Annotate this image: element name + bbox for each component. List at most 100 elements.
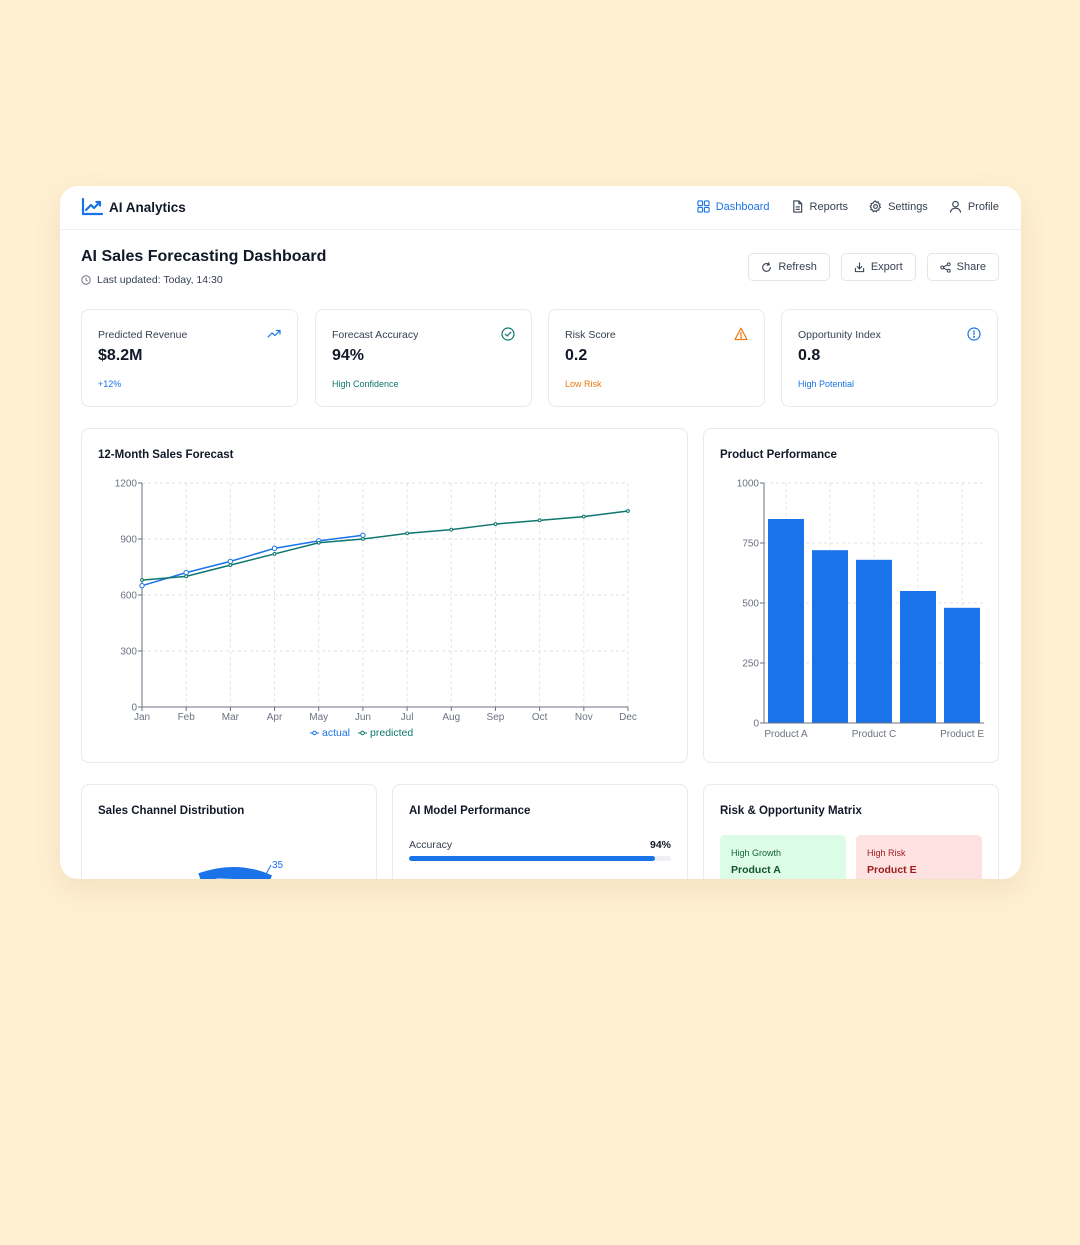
matrix-cell-tag: High Growth [731, 848, 782, 858]
legend-label-predicted: predicted [370, 727, 413, 739]
stat-subtext: +12% [98, 379, 122, 389]
x-tick-label: Sep [487, 712, 505, 723]
check-circle-icon [501, 327, 515, 341]
stat-value: 0.2 [565, 347, 588, 364]
refresh-icon [762, 261, 772, 272]
stat-subtext: Low Risk [565, 379, 602, 389]
download-icon [854, 261, 865, 272]
x-tick-label: Mar [222, 712, 240, 723]
stat-card-predicted-revenue: Predicted Revenue $8.2M +12% [81, 309, 298, 407]
stat-label: Risk Score [565, 329, 616, 341]
forecast-chart: 0 300 600 900 1200 Jan Feb Mar Apr May Jun Jul Aug Se… [115, 479, 637, 740]
x-tick-label: Dec [619, 712, 637, 723]
y-tick-label: 0 [131, 703, 137, 714]
pie-label-line [264, 864, 272, 877]
stat-label: Opportunity Index [798, 329, 881, 341]
channel-card: Sales Channel Distribution 35 [81, 784, 377, 879]
clock-icon [81, 275, 91, 285]
y-tick-label: 300 [120, 647, 137, 658]
x-tick-label: Oct [532, 712, 548, 723]
model-row-label: Accuracy [409, 839, 453, 851]
matrix-cell-high-growth[interactable]: High Growth Product A [720, 835, 846, 879]
data-point-actual [360, 532, 366, 538]
data-point-predicted [316, 540, 321, 545]
data-point-predicted [184, 574, 189, 579]
x-tick-label: Jun [355, 712, 371, 723]
stat-label: Predicted Revenue [98, 329, 188, 341]
y-tick-label: 0 [753, 719, 759, 730]
stat-subtext: High Confidence [332, 379, 399, 389]
refresh-label: Refresh [778, 261, 817, 273]
model-row-value: 94% [649, 839, 671, 851]
nav-dashboard[interactable]: Dashboard [697, 200, 770, 213]
matrix-cell-product: Product E [867, 864, 917, 876]
stat-card-forecast-accuracy: Forecast Accuracy 94% High Confidence [315, 309, 532, 407]
data-point-actual [271, 545, 278, 552]
matrix-card: Risk & Opportunity Matrix High Growth Pr… [703, 784, 999, 879]
stat-subtext: High Potential [798, 379, 855, 389]
pie-label: 35 [272, 860, 284, 871]
main-nav: Dashboard Reports Settings Profile [697, 200, 999, 213]
matrix-cell-tag: High Risk [867, 848, 906, 858]
data-point-predicted [449, 527, 454, 532]
data-point-predicted [537, 518, 542, 523]
bar-product-e [944, 607, 980, 723]
last-updated-text: Last updated: Today, 14:30 [97, 274, 223, 286]
data-point-predicted [493, 522, 498, 526]
gear-icon [869, 200, 882, 213]
bar-product-a [768, 519, 804, 723]
model-title: AI Model Performance [409, 805, 531, 817]
nav-settings[interactable]: Settings [869, 200, 928, 213]
series-line-actual [141, 534, 364, 587]
product-chart: 0 250 500 750 1000 Product A Product C Product … [737, 479, 985, 741]
matrix-cell-high-risk[interactable]: High Risk Product E [856, 835, 982, 879]
refresh-button[interactable]: Refresh [748, 253, 830, 281]
stat-value: 94% [332, 347, 365, 364]
nav-reports-label: Reports [809, 200, 849, 213]
forecast-title: 12-Month Sales Forecast [98, 449, 234, 461]
grid-icon [697, 200, 710, 213]
data-point-predicted [228, 563, 233, 568]
y-tick-label: 600 [120, 591, 137, 602]
nav-profile[interactable]: Profile [949, 200, 999, 213]
legend-marker-predicted [360, 730, 365, 736]
nav-reports[interactable]: Reports [791, 200, 849, 213]
pie-slice [198, 866, 273, 879]
forecast-card: 12-Month Sales Forecast 0 300 600 900 1200 Ja… [81, 428, 688, 763]
x-tick-label: Apr [267, 712, 283, 723]
y-tick-label: 900 [120, 535, 137, 546]
export-button[interactable]: Export [840, 253, 916, 281]
y-tick-label: 750 [742, 539, 759, 550]
nav-dashboard-label: Dashboard [715, 200, 770, 213]
document-icon [792, 200, 802, 213]
data-point-predicted [140, 578, 144, 582]
stat-card-opportunity-index: Opportunity Index 0.8 High Potential [781, 309, 998, 407]
stat-value: 0.8 [798, 347, 821, 364]
x-tick-label: Feb [178, 712, 196, 723]
action-buttons: Refresh Export Share [748, 253, 999, 281]
logo[interactable]: AI Analytics [81, 198, 186, 216]
x-tick-label: Product E [940, 729, 984, 740]
top-bar: AI Analytics Dashboard Reports [60, 186, 1021, 230]
trend-up-icon [267, 329, 281, 338]
x-tick-label: Product C [852, 729, 896, 740]
data-point-predicted [581, 514, 586, 519]
bar-product-c [856, 559, 892, 723]
legend-label-actual: actual [322, 727, 350, 739]
data-point-predicted [361, 537, 365, 541]
share-button[interactable]: Share [926, 253, 999, 281]
y-tick-label: 250 [742, 659, 759, 670]
stat-value: $8.2M [98, 347, 143, 364]
channel-title: Sales Channel Distribution [98, 805, 245, 817]
x-tick-label: Aug [442, 712, 460, 723]
accuracy-bar-track [409, 856, 671, 861]
data-point-actual [183, 569, 189, 576]
y-tick-label: 500 [742, 599, 759, 610]
last-updated: Last updated: Today, 14:30 [81, 274, 223, 286]
product-card: Product Performance 0 250 500 750 1000 Produc… [703, 428, 999, 763]
bar-product-b [812, 550, 848, 723]
channel-chart: 35 [198, 860, 284, 879]
x-tick-label: May [309, 712, 328, 723]
stat-label: Forecast Accuracy [332, 329, 419, 341]
bar-product-d [900, 591, 936, 723]
